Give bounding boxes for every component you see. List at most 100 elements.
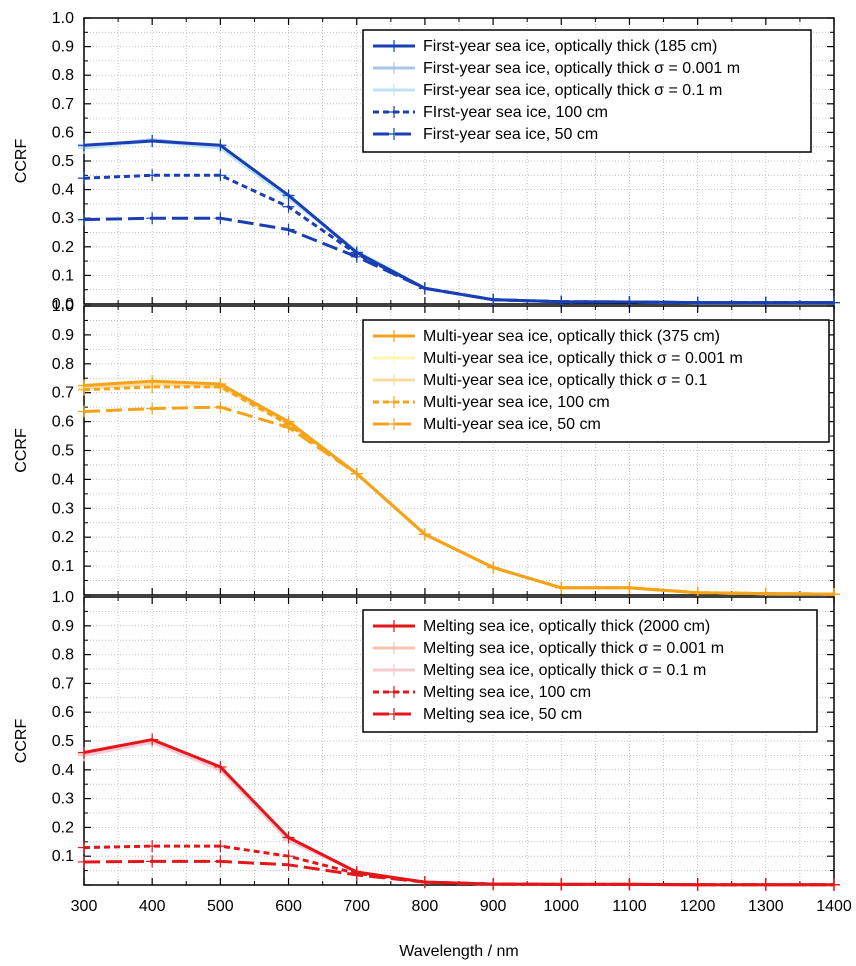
data-point — [282, 831, 295, 844]
legend-label: First-year sea ice, 50 cm — [423, 126, 598, 143]
data-point — [350, 866, 363, 879]
legend-label: Multi-year sea ice, 50 cm — [423, 416, 601, 433]
y-tick-label: 1.0 — [52, 589, 74, 606]
series-line — [83, 138, 834, 305]
y-tick-label: 0.7 — [52, 385, 74, 402]
x-tick-label: 1000 — [543, 898, 579, 915]
series-line — [83, 173, 834, 305]
data-point — [487, 561, 500, 574]
legend-label: Multi-year sea ice, 100 cm — [423, 394, 610, 411]
legend-marker — [388, 708, 400, 720]
series-line — [83, 379, 835, 596]
panel-1: 0.0 0.1 0.2 0.3 0.4 0.5 0.6 0.7 0.8 0.9 1.0 CCRF Fir… — [13, 10, 840, 313]
y-tick-label: 0.6 — [52, 414, 74, 431]
data-point — [146, 840, 159, 853]
legend-label: Melting sea ice, 50 cm — [423, 706, 582, 723]
panel-2: 0.1 0.2 0.3 0.4 0.5 0.6 0.7 0.8 0.9 1.0 CCRF Multi-… — [13, 298, 840, 601]
legend-marker — [388, 686, 400, 698]
legend-marker — [388, 396, 400, 408]
legend-label: Melting sea ice, optically thick σ = 0.0… — [423, 640, 724, 657]
y-tick-label: 0.7 — [52, 96, 74, 113]
data-point — [78, 213, 90, 226]
legend-marker — [388, 418, 400, 430]
legend-marker — [388, 106, 400, 118]
series-line — [83, 139, 834, 305]
data-point — [146, 134, 159, 147]
legend-label: First-year sea ice, optically thick (185… — [423, 38, 717, 55]
y-tick-label: 0.8 — [52, 356, 74, 373]
series-line — [83, 844, 834, 887]
y-tick-label: 0.4 — [52, 762, 74, 779]
x-tick-label: 1100 — [612, 898, 647, 915]
y-tick-label: 0.2 — [52, 239, 74, 256]
y-axis-title: CCRF — [13, 428, 30, 473]
y-tick-label: 0.2 — [52, 529, 74, 546]
data-point — [214, 169, 227, 182]
data-point — [146, 855, 159, 868]
y-tick-label: 0.8 — [52, 67, 74, 84]
legend-marker — [388, 664, 400, 676]
data-point — [78, 139, 90, 152]
y-tick-label: 1.0 — [52, 298, 74, 315]
x-tick-label: 300 — [71, 898, 98, 915]
data-point — [214, 401, 227, 414]
y-tick-label: 0.7 — [52, 675, 74, 692]
x-tick-label: 800 — [412, 898, 439, 915]
legend-marker — [388, 374, 400, 386]
y-tick-label: 0.2 — [52, 819, 74, 836]
data-point — [282, 223, 295, 236]
legend-marker — [388, 330, 400, 342]
y-tick-label: 0.1 — [52, 558, 74, 575]
data-point — [418, 528, 431, 541]
data-point — [282, 415, 295, 428]
data-point — [350, 246, 363, 259]
legend-label: FIrst-year sea ice, 100 cm — [423, 104, 608, 121]
legend-label: First-year sea ice, optically thick σ = … — [423, 60, 740, 77]
y-tick-label: 0.3 — [52, 210, 74, 227]
data-point — [282, 200, 295, 213]
data-point — [78, 746, 90, 759]
y-tick-label: 0.4 — [52, 182, 74, 199]
legend-label: Multi-year sea ice, optically thick σ = … — [423, 350, 743, 367]
legend: Melting sea ice, optically thick (2000 c… — [362, 609, 818, 733]
y-tick-label: 0.9 — [52, 39, 74, 56]
data-point — [487, 293, 500, 306]
y-tick-label: 0.9 — [52, 327, 74, 344]
data-point — [214, 840, 227, 853]
x-tick-label: 700 — [343, 898, 370, 915]
legend-label: Multi-year sea ice, optically thick σ = … — [423, 372, 707, 389]
panel-3: 0.1 0.2 0.3 0.4 0.5 0.6 0.7 0.8 0.9 1.0 CCRF Meltin… — [13, 589, 840, 891]
x-axis-title: Wavelength / nm — [399, 943, 518, 960]
data-point — [214, 760, 227, 773]
legend-label: First-year sea ice, optically thick σ = … — [423, 82, 722, 99]
data-point — [623, 878, 636, 891]
data-point — [146, 733, 159, 746]
series-line — [83, 738, 834, 887]
x-tick-label: 500 — [207, 898, 234, 915]
y-tick-label: 0.6 — [52, 124, 74, 141]
data-point — [146, 212, 159, 225]
data-point — [350, 467, 363, 480]
data-point — [146, 375, 159, 388]
data-point — [555, 878, 568, 891]
data-point — [691, 878, 704, 891]
data-point — [146, 402, 159, 415]
x-tick-label: 1200 — [680, 898, 716, 915]
y-tick-label: 0.0 — [52, 296, 74, 313]
y-tick-label: 0.4 — [52, 471, 74, 488]
y-tick-label: 0.3 — [52, 791, 74, 808]
data-point — [418, 282, 431, 295]
data-point — [282, 858, 295, 871]
x-tick-label: 1400 — [816, 898, 852, 915]
data-point — [214, 378, 227, 391]
data-point — [78, 855, 90, 868]
y-tick-label: 0.1 — [52, 267, 74, 284]
data-point — [78, 841, 90, 854]
legend-box — [362, 319, 830, 443]
legend: First-year sea ice, optically thick (185… — [362, 29, 812, 153]
x-tick-label: 1300 — [748, 898, 784, 915]
y-tick-label: 0.6 — [52, 704, 74, 721]
x-tick-label: 900 — [480, 898, 507, 915]
legend-label: Melting sea ice, optically thick σ = 0.1… — [423, 662, 706, 679]
legend-marker — [388, 40, 400, 52]
